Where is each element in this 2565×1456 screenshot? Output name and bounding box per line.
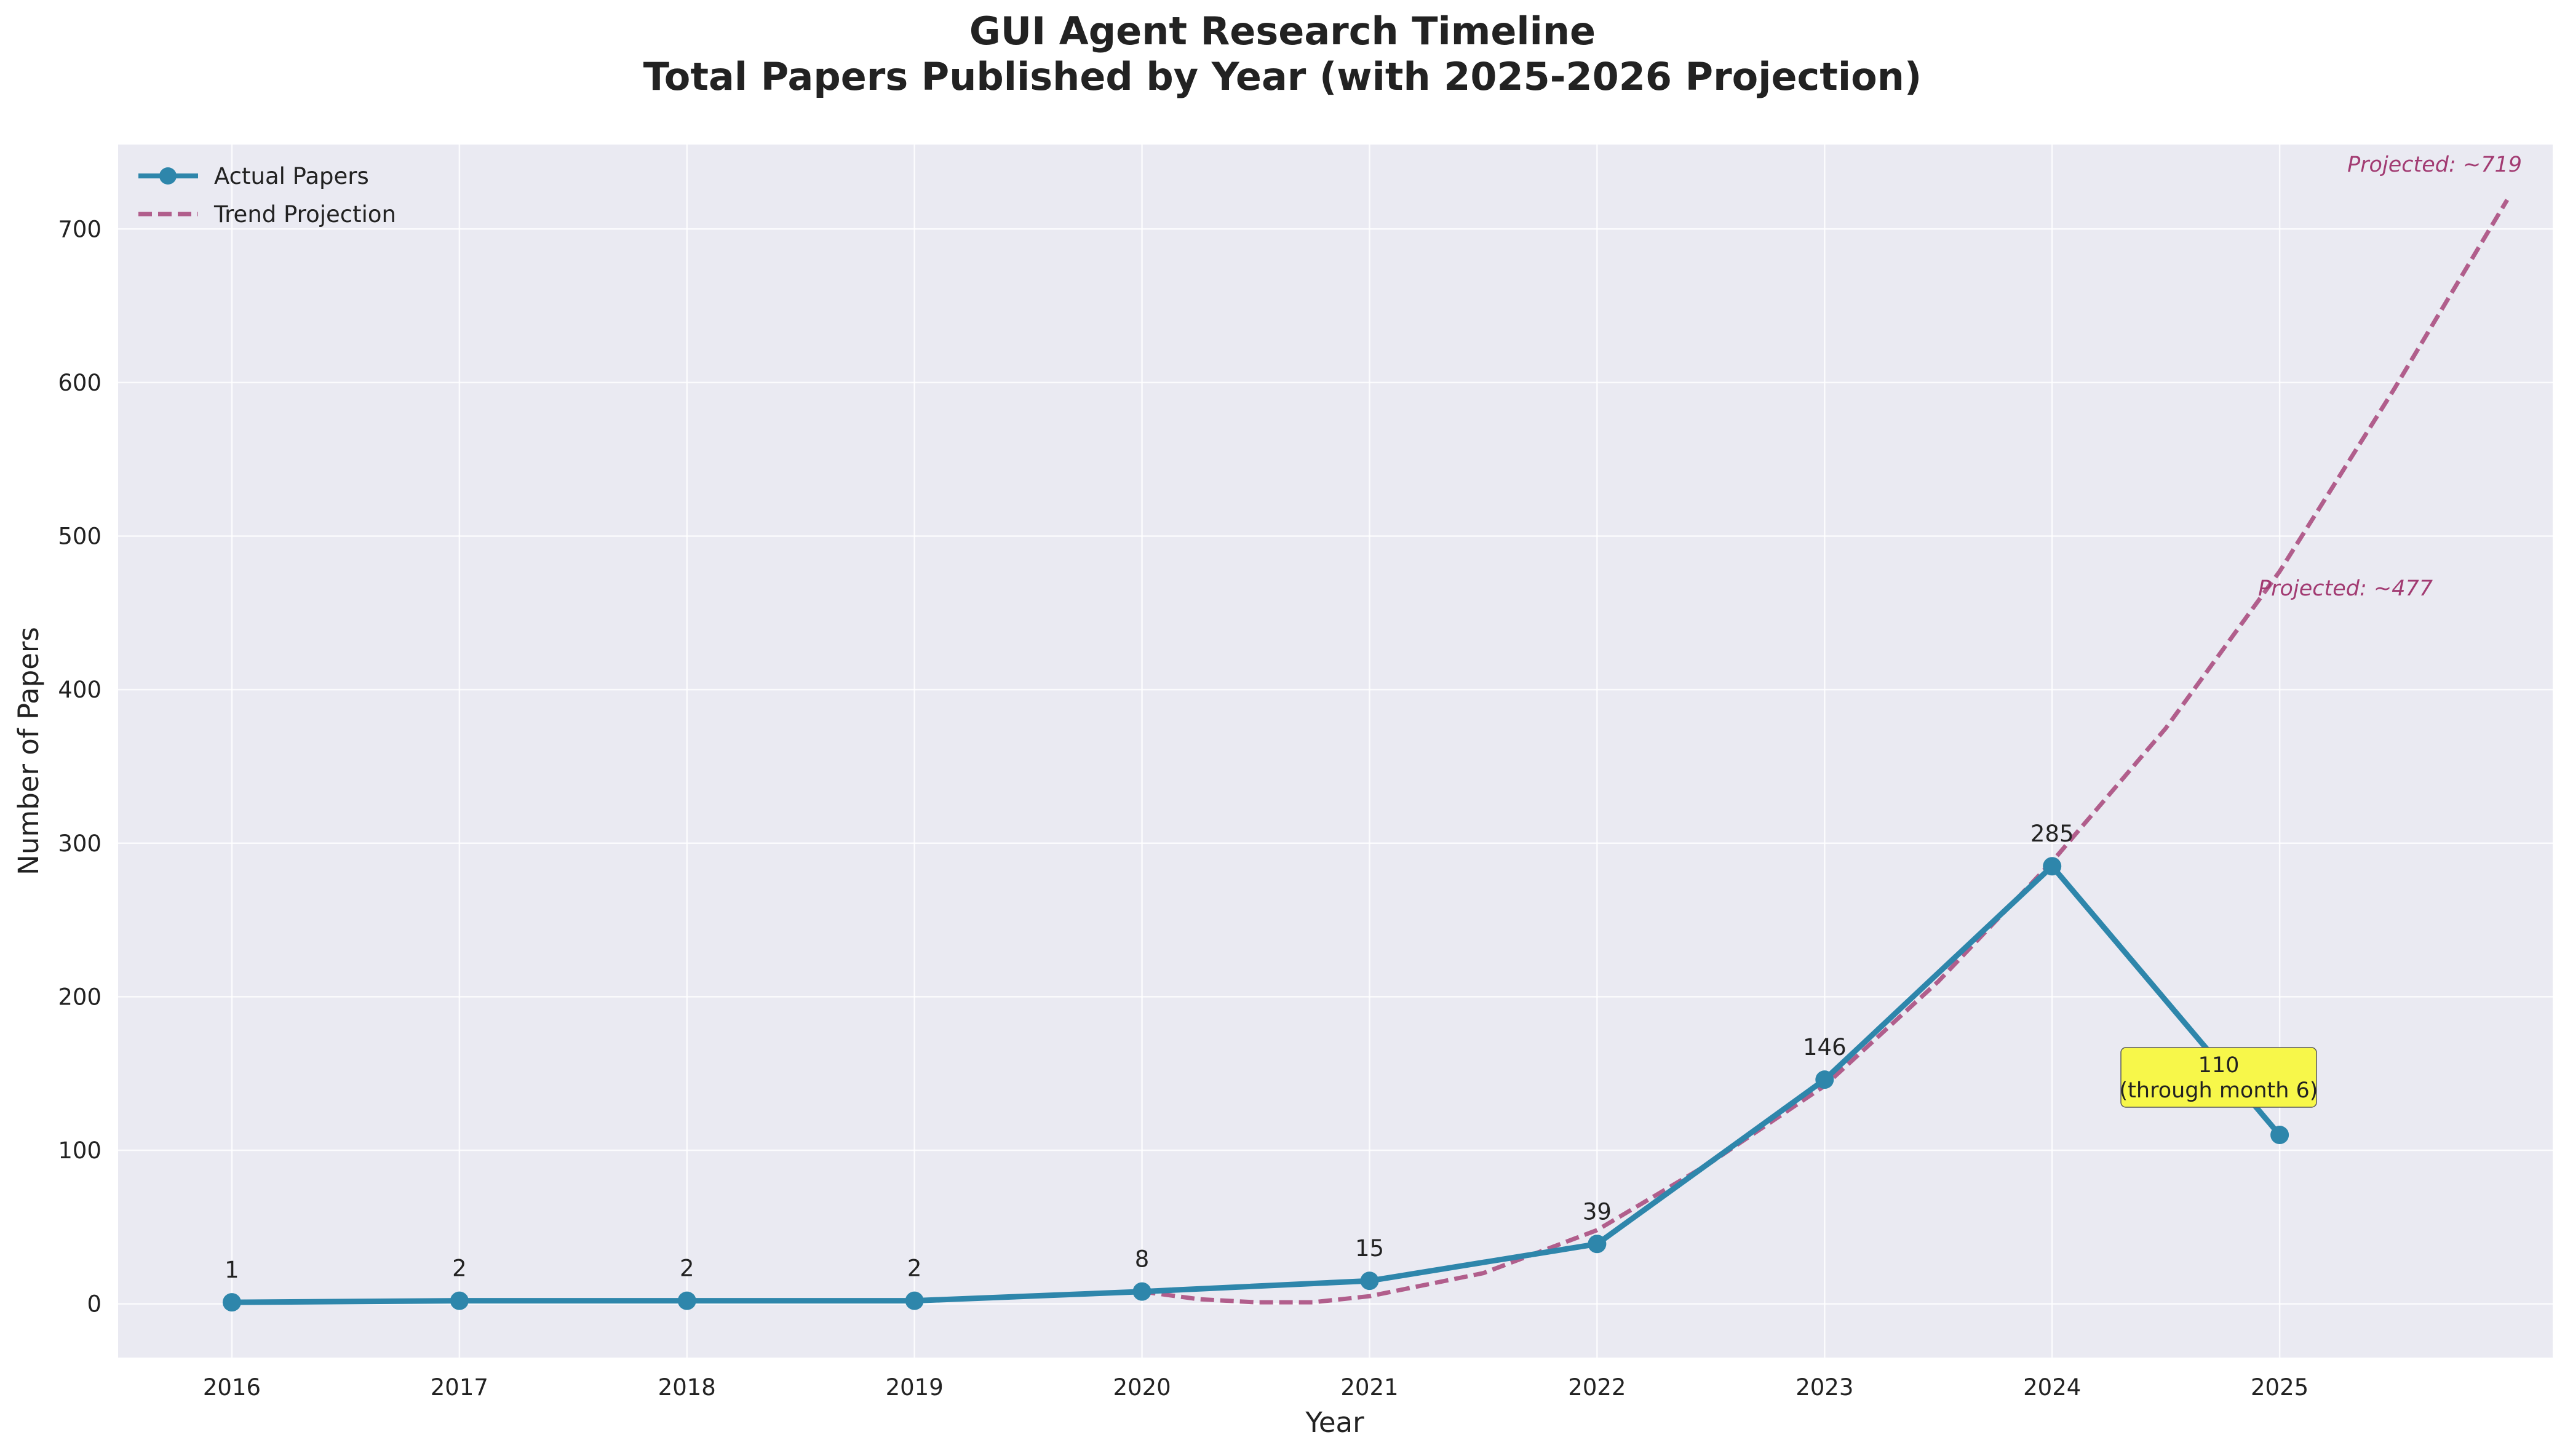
actual-point: [1815, 1070, 1834, 1089]
actual-line: [231, 863, 2282, 1305]
x-tick-label: 2018: [658, 1374, 716, 1401]
actual-point: [2270, 1126, 2289, 1145]
x-tick-label: 2025: [2251, 1374, 2308, 1401]
legend-actual-marker: [159, 167, 177, 185]
point-label: 15: [1355, 1235, 1384, 1262]
x-tick-label: 2016: [203, 1374, 261, 1401]
axis-ticks: 0 100 200 300 400 500 600 700 2016 2017 2018 2019 20…: [58, 216, 2308, 1401]
point-label: 2: [680, 1255, 694, 1282]
y-tick-label: 200: [58, 984, 101, 1010]
x-tick-label: 2022: [1568, 1374, 1626, 1401]
y-tick-label: 500: [58, 523, 101, 550]
actual-point: [1360, 1271, 1379, 1291]
point-label: 146: [1803, 1034, 1847, 1060]
x-tick-label: 2023: [1795, 1374, 1853, 1401]
x-tick-label: 2024: [2023, 1374, 2081, 1401]
point-label: 8: [1135, 1246, 1150, 1273]
actual-point: [1132, 1282, 1151, 1301]
point-label: 285: [2030, 821, 2074, 847]
legend-actual-label: Actual Papers: [214, 163, 369, 189]
x-tick-label: 2019: [886, 1374, 944, 1401]
actual-point: [450, 1291, 469, 1310]
point-label: 2: [452, 1255, 467, 1282]
chart-subtitle: Total Papers Published by Year (with 202…: [643, 54, 1922, 99]
actual-point: [222, 1293, 241, 1312]
y-tick-label: 400: [58, 677, 101, 703]
y-axis-label: Number of Papers: [12, 627, 45, 875]
annotation-box: [2120, 1047, 2317, 1108]
actual-point: [677, 1291, 696, 1310]
series: [222, 199, 2510, 1312]
point-label: 2: [907, 1255, 922, 1282]
y-tick-label: 700: [58, 216, 101, 242]
y-tick-label: 300: [58, 830, 101, 857]
actual-point: [2043, 857, 2062, 876]
y-tick-label: 600: [58, 370, 101, 396]
y-tick-label: 0: [87, 1291, 101, 1318]
annotation-note: (through month 6): [2120, 1078, 2318, 1103]
point-label: 1: [225, 1257, 239, 1283]
actual-point: [905, 1291, 924, 1310]
y-tick-label: 100: [58, 1137, 101, 1164]
x-tick-label: 2017: [431, 1374, 488, 1401]
x-tick-label: 2020: [1113, 1374, 1171, 1401]
projection-label-477: Projected: ~477: [2258, 576, 2433, 601]
point-label: 39: [1583, 1198, 1612, 1225]
actual-point: [1588, 1235, 1607, 1254]
annotation-value: 110: [2198, 1053, 2240, 1078]
legend-projection-label: Trend Projection: [213, 201, 396, 228]
grid: [118, 145, 2553, 1358]
x-tick-label: 2021: [1340, 1374, 1398, 1401]
legend: Actual Papers Trend Projection: [138, 163, 396, 228]
data-labels: 1 2 2 2 8 15 39 146 285: [225, 821, 2074, 1283]
annotation-2025: 110 (through month 6): [2120, 1047, 2318, 1108]
x-axis-label: Year: [1305, 1406, 1364, 1439]
projection-label-719: Projected: ~719: [2347, 153, 2522, 177]
chart-title: GUI Agent Research Timeline: [969, 9, 1596, 54]
plot-area: [118, 145, 2553, 1358]
